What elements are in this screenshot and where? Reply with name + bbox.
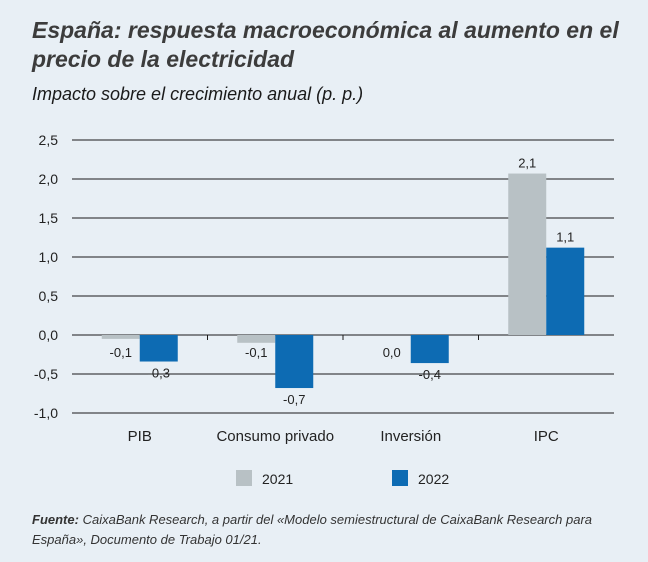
chart-title: España: respuesta macroeconómica al aume… [32, 17, 619, 72]
legend-label: 2021 [262, 471, 293, 487]
y-tick-label: 0,5 [39, 288, 59, 304]
y-tick-label: 0,0 [39, 327, 59, 343]
legend-swatch-2021 [236, 470, 252, 486]
data-label: 1,1 [556, 230, 574, 245]
data-label: -0,1 [245, 345, 267, 360]
bar-2021 [237, 335, 276, 343]
x-tick-label: PIB [128, 428, 152, 445]
data-label: 0,0 [383, 345, 401, 360]
legend-label: 2022 [418, 471, 449, 487]
data-label: -0,4 [419, 367, 441, 382]
data-label: -0,1 [110, 345, 132, 360]
source-text: CaixaBank Research, a partir del «Modelo… [32, 512, 592, 547]
y-tick-label: -1,0 [34, 405, 58, 421]
x-tick-label: Consumo privado [216, 428, 334, 445]
source-note: Fuente: CaixaBank Research, a partir del… [32, 510, 632, 550]
bar-2021 [101, 335, 140, 339]
x-tick-label: Inversión [380, 428, 441, 445]
bar-2022 [275, 335, 314, 389]
legend-swatch-2022 [392, 470, 408, 486]
data-label: -0,3 [148, 366, 170, 381]
bar-2022 [546, 247, 585, 335]
y-tick-label: 2,0 [39, 171, 59, 187]
data-label: 2,1 [518, 156, 536, 171]
data-label: -0,7 [283, 392, 305, 407]
y-tick-label: 1,0 [39, 249, 59, 265]
bar-2022 [139, 335, 178, 362]
y-tick-label: 1,5 [39, 210, 59, 226]
y-tick-label: 2,5 [39, 132, 59, 148]
bar-2022 [410, 335, 449, 364]
x-tick-label: IPC [534, 428, 559, 445]
y-tick-label: -0,5 [34, 366, 58, 382]
bar-chart: -1,0 -0,5 0,0 0,5 1,0 1,5 2,0 2,5 -0,1 -0,3 PIB -0,… [34, 132, 614, 487]
source-label: Fuente: [32, 512, 79, 527]
chart-subtitle: Impacto sobre el crecimiento anual (p. p… [32, 84, 364, 104]
bar-2021 [508, 173, 547, 335]
